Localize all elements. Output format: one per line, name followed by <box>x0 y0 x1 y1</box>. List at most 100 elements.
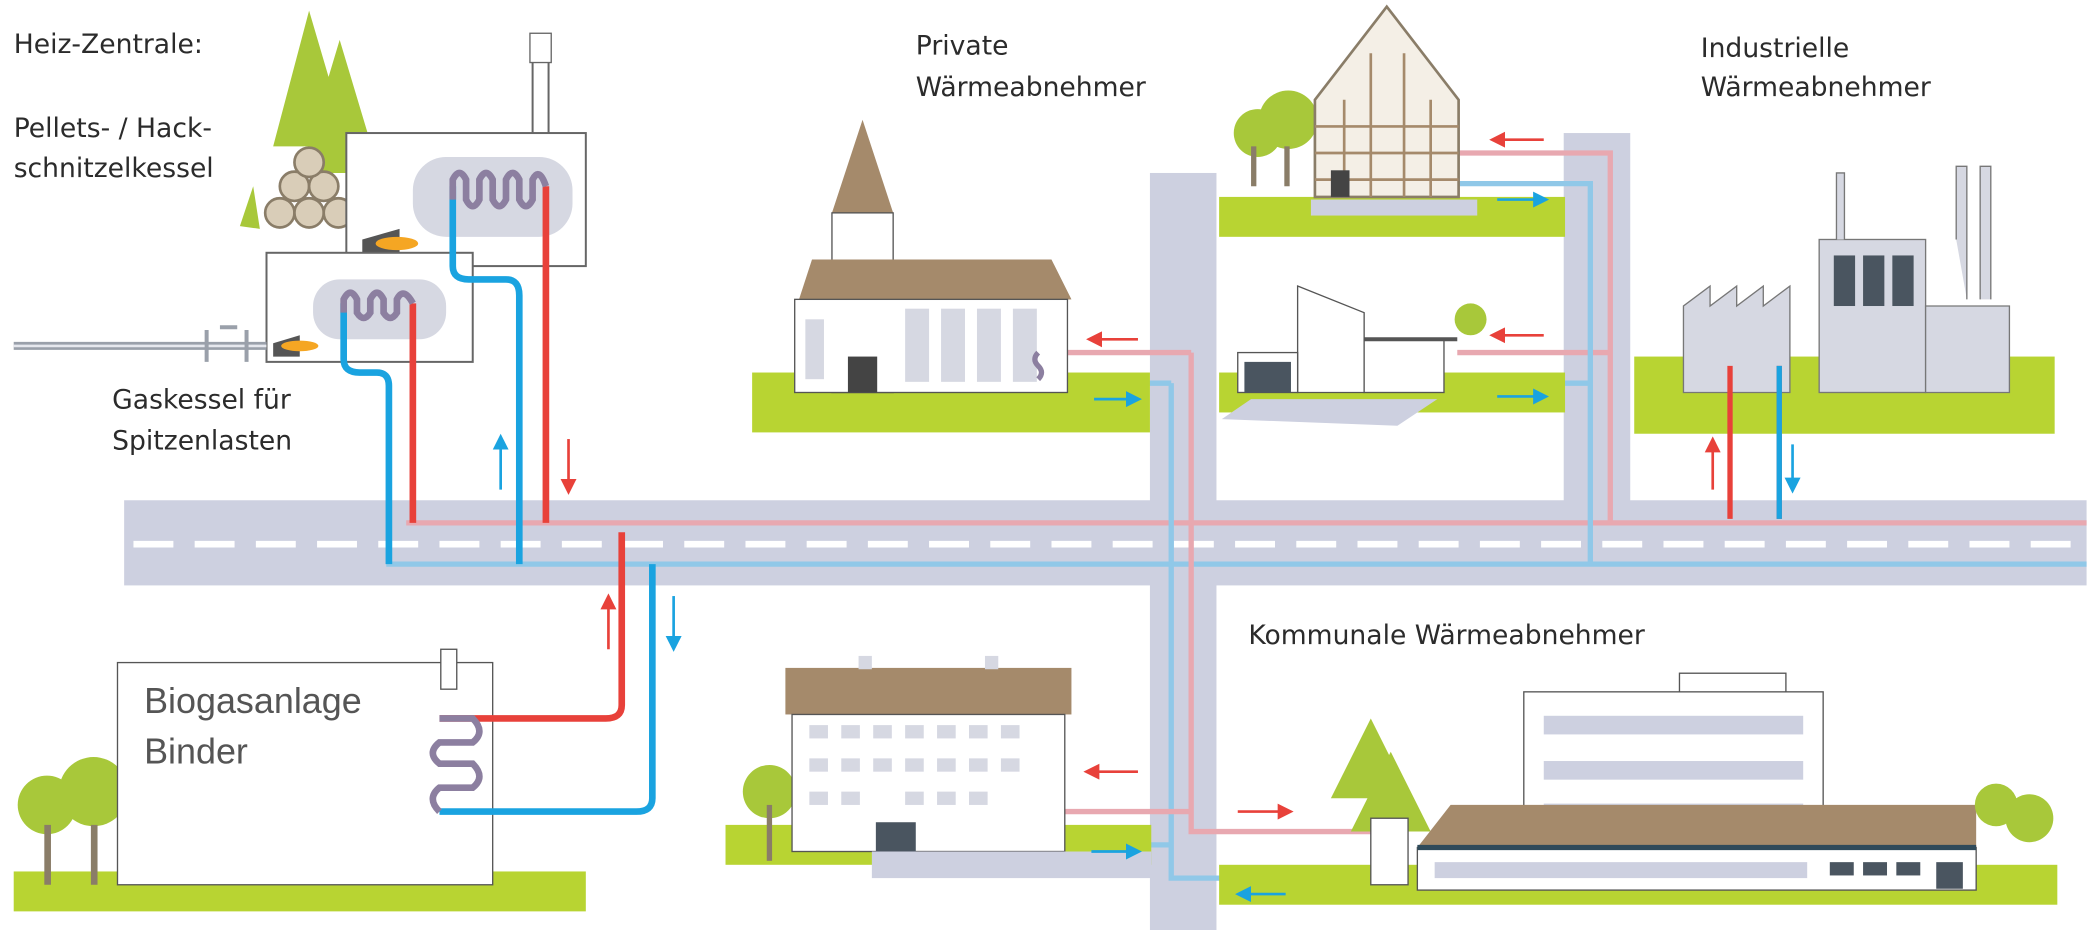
half-timbered-house-part <box>1284 146 1289 186</box>
apartment-block-part <box>792 714 1065 851</box>
apartment-block-part <box>859 656 872 669</box>
church-part <box>848 357 877 393</box>
municipal-building-part <box>1435 862 1808 878</box>
biogas-plant <box>14 532 674 911</box>
boiler-label: schnitzelkessel <box>14 153 214 184</box>
apartment-block-part <box>767 805 772 861</box>
municipal-building-part <box>2005 794 2053 842</box>
apartment-block-part <box>876 822 916 851</box>
municipal-building-part <box>1679 673 1785 692</box>
district-heating-diagram: Heiz-Zentrale: Pellets- / Hack- schnitze… <box>0 0 2087 930</box>
industrial-consumers-label: Industrielle <box>1701 33 1850 64</box>
factory-part-part <box>1834 255 1855 306</box>
heating-central-part <box>376 237 419 250</box>
modern-house-part <box>1222 399 1438 426</box>
boiler-label: Pellets- / Hack- <box>14 113 212 144</box>
municipal-building-part-part <box>1863 862 1887 875</box>
apartment-block-part <box>985 656 998 669</box>
municipal-building-part <box>1417 805 1976 848</box>
biogas-label: Binder <box>144 731 248 772</box>
apartment-block-part-part <box>809 725 828 738</box>
heating-central-part <box>313 279 446 339</box>
gas-boiler-label: Gaskessel für <box>112 384 291 415</box>
biogas-plant-part <box>441 649 457 689</box>
heating-central-part <box>530 33 551 62</box>
half-timbered-house-part <box>1251 146 1256 186</box>
apartment-block-part-part <box>841 725 860 738</box>
municipal-building-part-part <box>1435 862 1808 878</box>
modern-house-part <box>1244 362 1291 393</box>
church <box>752 120 1150 433</box>
church-part-part <box>1013 309 1037 382</box>
biogas-label: Biogasanlage <box>144 680 362 721</box>
apartment-block-part <box>872 852 1151 879</box>
gas-boiler-label: Spitzenlasten <box>112 426 292 457</box>
heating-central-part-part <box>294 198 323 227</box>
apartment-block-part-part <box>969 758 988 771</box>
apartment-block-part-part <box>1001 758 1020 771</box>
heating-central-part-part <box>294 148 323 177</box>
municipal-building-part-part <box>1936 862 1963 889</box>
apartment-block-part-part <box>905 792 924 805</box>
factory-part <box>1834 255 1914 306</box>
modern-house <box>1219 286 1565 426</box>
church-part-part <box>941 309 965 382</box>
industrial-consumers-label: Wärmeabnehmer <box>1701 72 1931 103</box>
apartment-block-part-part <box>905 725 924 738</box>
church-part <box>832 120 893 213</box>
church-part-part <box>905 309 929 382</box>
modern-house-part <box>1455 303 1487 335</box>
apartment-block-part-part <box>841 792 860 805</box>
private-consumers-label: Wärmeabnehmer <box>916 72 1146 103</box>
half-timbered-house-part <box>1259 90 1318 149</box>
half-timbered-house-part <box>1315 7 1459 197</box>
factory-part-part <box>1892 255 1913 306</box>
heating-central <box>14 11 586 564</box>
factory <box>1634 166 2054 519</box>
modern-house-part <box>1298 286 1365 392</box>
heating-central-part-part <box>265 198 294 227</box>
apartment-block-part <box>785 668 1071 715</box>
apartment-block-part-part <box>873 758 892 771</box>
network-pipes-part <box>1191 353 1371 832</box>
apartment-block-part-part <box>809 792 828 805</box>
half-timbered-house <box>1219 7 1565 237</box>
roads-part <box>1150 173 1217 930</box>
factory-part <box>1926 306 2010 392</box>
municipal-building-part <box>1331 718 1431 831</box>
heating-central-part <box>281 341 318 352</box>
apartment-block-part-part <box>937 725 956 738</box>
apartment-block-part-part <box>809 758 828 771</box>
apartment-block <box>726 656 1152 878</box>
municipal-building-part-part <box>1830 862 1854 875</box>
factory-part <box>1683 286 1789 392</box>
apartment-block-part-part <box>1001 725 1020 738</box>
roads-part <box>1564 133 1631 519</box>
apartment-block-part-part <box>969 792 988 805</box>
apartment-block-part-part <box>905 758 924 771</box>
church-part-part <box>977 309 1001 382</box>
apartment-block-part-part <box>873 725 892 738</box>
page: { "heating_central": { "title": "Heiz-Ze… <box>0 0 2087 930</box>
half-timbered-house-part <box>1331 170 1350 197</box>
apartment-block-part-part <box>937 758 956 771</box>
factory-part-part <box>1863 255 1884 306</box>
municipal-building-part-part <box>1544 716 1803 735</box>
biogas-plant-part <box>91 825 98 885</box>
heating-central-part <box>240 186 260 229</box>
heating-central-part <box>533 60 549 133</box>
municipal-building-part-part <box>1544 761 1803 780</box>
half-timbered-house-part <box>1311 200 1477 216</box>
apartment-block-part-part <box>841 758 860 771</box>
biogas-plant-part <box>44 825 51 885</box>
church-part-part <box>805 319 824 379</box>
municipal-building-part-part <box>1896 862 1920 875</box>
municipal-building <box>1219 673 2057 905</box>
municipal-consumers-label: Kommunale Wärmeabnehmer <box>1248 620 1645 651</box>
modern-house-part <box>1364 339 1444 392</box>
apartment-block-part-part <box>969 725 988 738</box>
private-consumers-label: Private <box>916 31 1009 62</box>
heating-central-title: Heiz-Zentrale: <box>14 29 203 60</box>
municipal-building-part <box>1371 818 1408 885</box>
apartment-block-part-part <box>937 792 956 805</box>
